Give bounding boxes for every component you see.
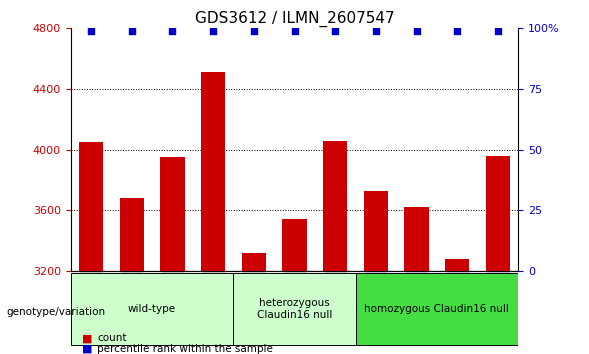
- Bar: [282, 219, 307, 271]
- Text: homozygous Claudin16 null: homozygous Claudin16 null: [365, 304, 509, 314]
- Bar: [363, 191, 388, 271]
- Point: [412, 29, 421, 34]
- Point: [452, 29, 462, 34]
- Point: [127, 29, 137, 34]
- Text: ■: ■: [82, 344, 93, 354]
- Point: [87, 29, 96, 34]
- Text: heterozygous
Claudin16 null: heterozygous Claudin16 null: [257, 298, 332, 320]
- Text: ■: ■: [82, 333, 93, 343]
- Point: [249, 29, 259, 34]
- Bar: [445, 259, 469, 271]
- Title: GDS3612 / ILMN_2607547: GDS3612 / ILMN_2607547: [195, 11, 394, 27]
- Bar: [323, 141, 348, 271]
- FancyBboxPatch shape: [71, 273, 233, 346]
- Bar: [486, 156, 510, 271]
- Point: [330, 29, 340, 34]
- Point: [168, 29, 177, 34]
- FancyBboxPatch shape: [356, 273, 518, 346]
- Bar: [120, 198, 144, 271]
- Bar: [201, 72, 226, 271]
- FancyBboxPatch shape: [233, 273, 356, 346]
- Text: wild-type: wild-type: [128, 304, 176, 314]
- Point: [371, 29, 380, 34]
- Bar: [405, 207, 429, 271]
- Text: count: count: [97, 333, 127, 343]
- Point: [290, 29, 299, 34]
- Point: [209, 29, 218, 34]
- Text: genotype/variation: genotype/variation: [6, 307, 105, 316]
- Text: percentile rank within the sample: percentile rank within the sample: [97, 344, 273, 354]
- Bar: [79, 142, 103, 271]
- Bar: [241, 253, 266, 271]
- Bar: [160, 157, 184, 271]
- Point: [493, 29, 502, 34]
